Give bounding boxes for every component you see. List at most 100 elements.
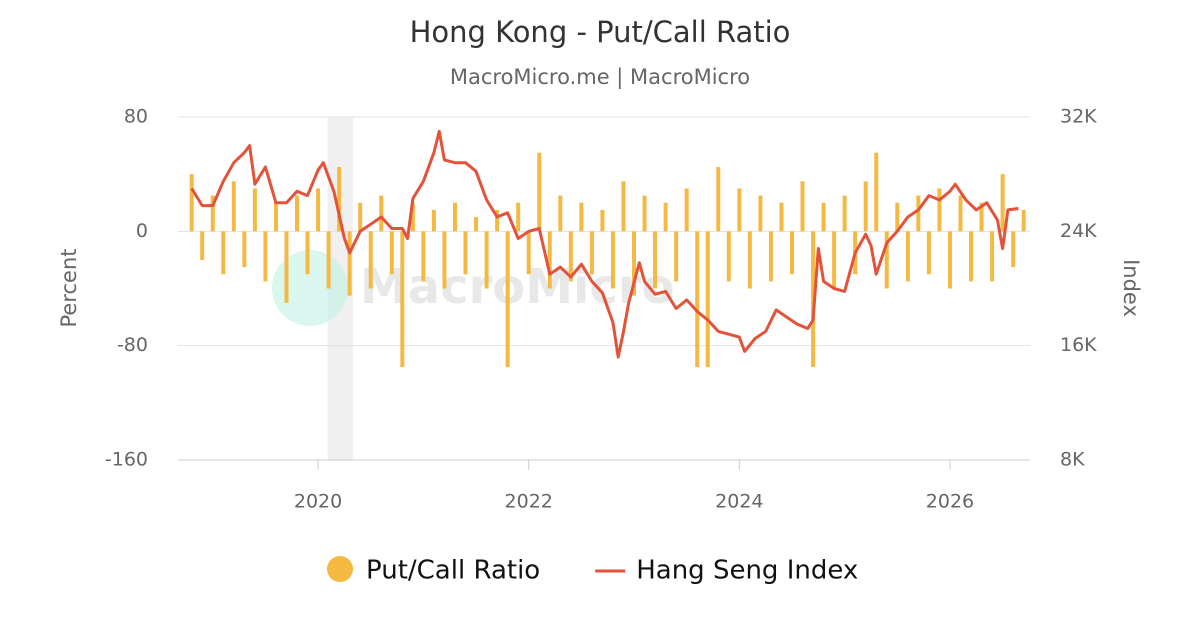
legend-label: Put/Call Ratio [366,556,540,586]
bar [905,231,910,282]
bar [547,231,552,289]
axes-layer: 80 0 -80 -160 32K 24K 16K 8K 2020 2022 2024 2026 [105,106,1097,513]
bar [537,152,542,232]
bar [705,231,710,368]
x-tick-label: 2022 [505,491,553,513]
bar [526,231,531,275]
y-tick-label: -160 [105,449,148,471]
bar [337,167,342,232]
bar [800,181,805,232]
bar [979,202,984,232]
bar [621,181,626,232]
bar [252,188,257,232]
bar [284,231,289,303]
bar [610,231,615,289]
bar [495,209,500,232]
bar [684,188,689,232]
bar [516,202,521,232]
bar [189,174,194,232]
bar [358,202,363,232]
bar [811,231,816,368]
bar [1021,209,1026,232]
bar [452,202,457,232]
bar [863,181,868,232]
bar [600,209,605,232]
bar [653,231,658,289]
legend: Put/Call Ratio Hang Seng Index [327,556,858,586]
bar [389,231,394,275]
bar [579,202,584,232]
y-tick-label: 80 [124,106,148,128]
bar [937,188,942,232]
bar [326,231,331,289]
bar [642,195,647,232]
bar [589,231,594,275]
bar [789,231,794,275]
bar [695,231,700,368]
bar [674,231,679,282]
y2-tick-label: 24K [1060,220,1097,242]
y2-axis-label: Index [1119,259,1143,317]
bar [568,231,573,282]
bar [958,195,963,232]
bar [263,231,268,282]
bar [484,231,489,289]
bar [768,231,773,282]
bar [947,231,952,289]
marks-layer [189,129,1026,368]
bar [969,231,974,282]
bar [842,195,847,232]
bar [884,231,889,289]
bar [347,231,352,296]
x-tick-label: 2024 [715,491,763,513]
bar [632,231,637,296]
bar [400,231,405,368]
bar [231,181,236,232]
bar [410,202,415,232]
y2-tick-label: 32K [1060,106,1097,128]
y-axis-label: Percent [57,248,81,327]
y-tick-label: -80 [117,334,148,356]
legend-label: Hang Seng Index [636,556,858,586]
bar [726,231,731,282]
chart-title: Hong Kong - Put/Call Ratio [410,15,791,49]
bar [716,167,721,232]
bar [505,231,510,368]
bar [316,188,321,232]
bar [1000,174,1005,232]
y2-tick-label: 8K [1060,449,1085,471]
bar [821,202,826,232]
bar [990,231,995,282]
bar [295,195,300,232]
bar [832,231,837,289]
bar [368,231,373,289]
bar [663,202,668,232]
bar [421,231,426,282]
bar [442,231,447,289]
bar [874,152,879,232]
bar [758,195,763,232]
line [190,129,1019,359]
legend-marker [327,556,353,582]
bar [558,195,563,232]
x-tick-label: 2026 [926,491,974,513]
bar [242,231,247,268]
bar [747,231,752,289]
watermark-logo [272,250,348,326]
bar [916,195,921,232]
y2-tick-label: 16K [1060,334,1097,356]
bar [737,188,742,232]
bar [463,231,468,275]
bar [200,231,205,260]
bar [1011,231,1016,268]
bar [895,202,900,232]
bar [221,231,226,275]
x-tick-label: 2020 [294,491,342,513]
y-tick-label: 0 [136,220,148,242]
bar [273,202,278,232]
bar [210,195,215,232]
bar [474,217,479,232]
bar [379,195,384,232]
